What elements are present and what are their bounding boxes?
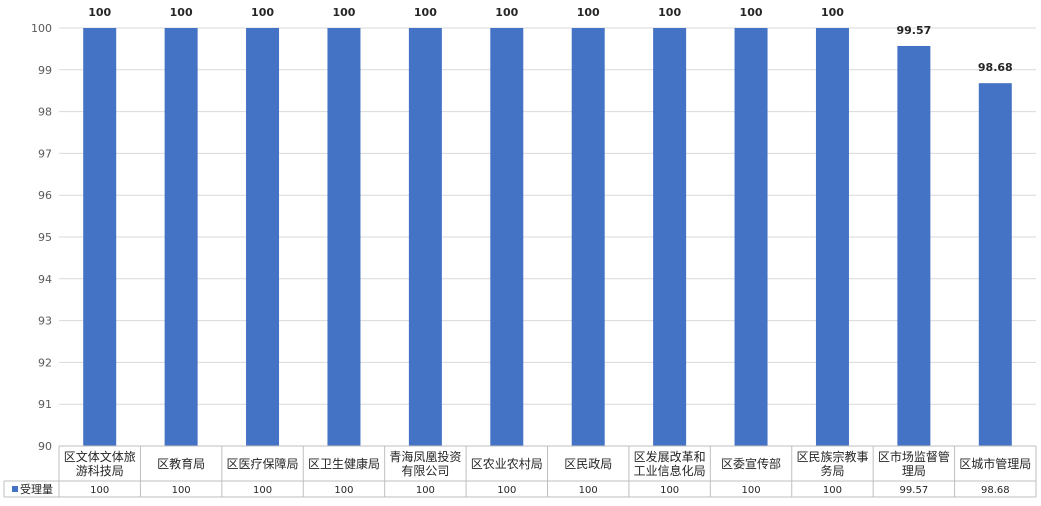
bars — [83, 28, 1012, 447]
bar — [490, 28, 524, 446]
y-tick-label: 99 — [38, 64, 52, 77]
bar — [164, 28, 198, 446]
bar — [327, 28, 361, 446]
y-tick-label: 96 — [38, 189, 52, 202]
x-tick-label: 游科技局 — [76, 464, 124, 478]
bar — [246, 28, 280, 446]
bar — [408, 28, 442, 446]
table-value: 100 — [579, 485, 598, 496]
table-value: 100 — [741, 485, 760, 496]
data-label: 100 — [740, 6, 763, 19]
table-value: 100 — [172, 485, 191, 496]
x-tick-label: 区发展改革和 — [634, 449, 706, 464]
data-label: 100 — [577, 6, 600, 19]
x-tick-label: 区卫生健康局 — [308, 456, 380, 471]
table-value: 100 — [90, 485, 109, 496]
x-tick-label: 区文体文体旅 — [64, 449, 136, 464]
bar — [897, 45, 931, 446]
y-tick-label: 100 — [31, 22, 52, 35]
x-tick-label: 务局 — [820, 463, 844, 478]
x-tick-label: 区城市管理局 — [959, 456, 1031, 471]
data-label: 100 — [170, 6, 193, 19]
x-tick-label: 区市场监督管 — [878, 449, 950, 464]
bar — [653, 28, 687, 446]
table-value: 100 — [416, 485, 435, 496]
legend-swatch — [12, 486, 18, 492]
x-tick-label: 理局 — [902, 464, 926, 478]
y-tick-label: 90 — [38, 440, 52, 453]
x-tick-label: 工业信息化局 — [634, 463, 706, 478]
x-tick-label: 区农业农村局 — [471, 457, 543, 471]
y-tick-label: 91 — [38, 398, 52, 411]
data-label: 100 — [251, 6, 274, 19]
table-value: 100 — [823, 485, 842, 496]
table-value: 100 — [334, 485, 353, 496]
data-label: 100 — [332, 6, 355, 19]
y-tick-label: 92 — [38, 356, 52, 369]
y-tick-label: 97 — [38, 147, 52, 160]
table-value: 98.68 — [981, 485, 1010, 496]
data-label: 99.57 — [896, 24, 931, 37]
bar — [571, 28, 605, 446]
table-value: 100 — [660, 485, 679, 496]
bar — [83, 28, 117, 446]
x-tick-label: 区委宣传部 — [721, 456, 781, 471]
table-value: 100 — [497, 485, 516, 496]
table-value: 100 — [253, 485, 272, 496]
data-label: 100 — [658, 6, 681, 19]
y-tick-label: 95 — [38, 231, 52, 244]
x-tick-label: 区民族宗教事 — [796, 449, 868, 464]
y-tick-label: 98 — [38, 106, 52, 119]
gridlines — [59, 27, 1036, 405]
data-labels: 100 100 100 100 100 100 100 100 100 100 99.57 98.68 — [88, 6, 1012, 74]
data-label: 100 — [495, 6, 518, 19]
y-tick-label: 93 — [38, 315, 52, 328]
bar — [978, 83, 1012, 447]
bar — [815, 28, 849, 446]
x-tick-label: 区民政局 — [564, 457, 612, 471]
x-tick-label: 区教育局 — [157, 456, 205, 471]
data-label: 98.68 — [978, 61, 1013, 74]
table-value: 99.57 — [900, 485, 929, 496]
x-tick-label: 区医疗保障局 — [227, 456, 299, 471]
data-label: 100 — [821, 6, 844, 19]
data-label: 100 — [414, 6, 437, 19]
x-tick-label: 青海凤凰投资 — [389, 449, 461, 464]
y-axis: 90 91 92 93 94 95 96 97 98 99 100 — [31, 22, 52, 453]
data-label: 100 — [88, 6, 111, 19]
y-tick-label: 94 — [38, 273, 52, 286]
bar — [734, 28, 768, 446]
x-tick-label: 有限公司 — [401, 464, 449, 478]
legend-label: 受理量 — [20, 483, 53, 496]
